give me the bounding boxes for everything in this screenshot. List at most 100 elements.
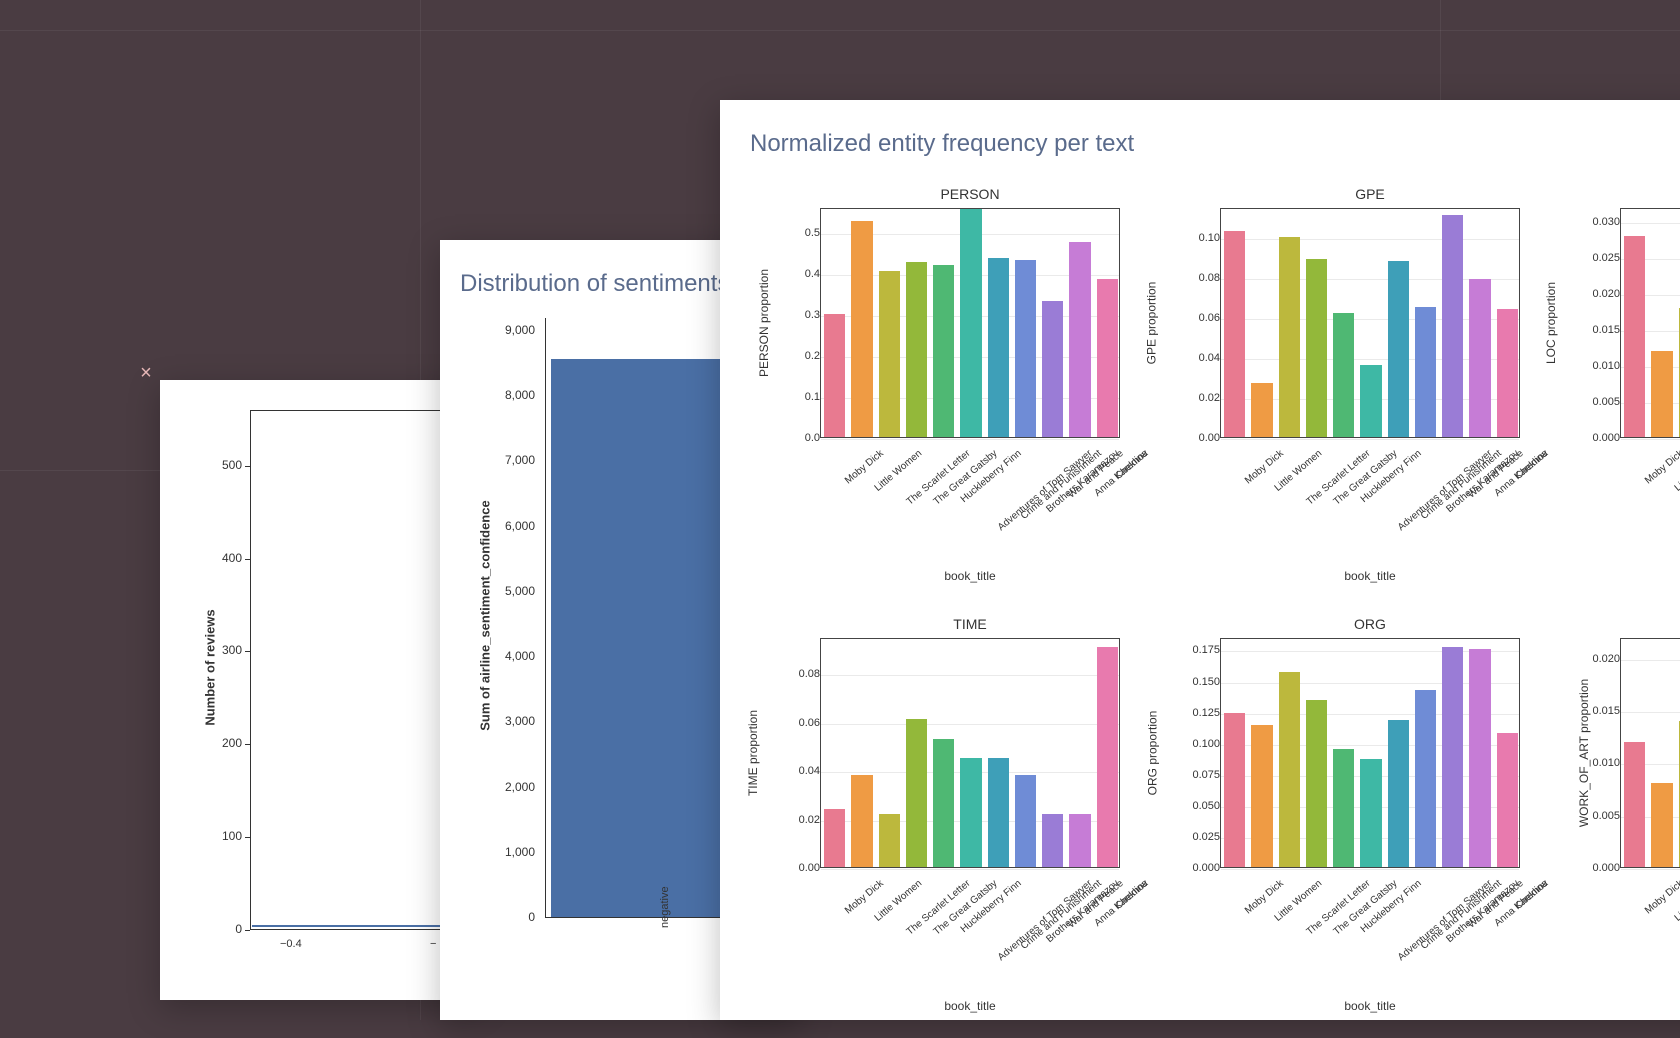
- reviews-ytick: 200: [180, 736, 242, 750]
- subplot-ytick: 0.000: [1565, 432, 1620, 444]
- subplot-title: LOC: [1620, 186, 1680, 202]
- sentiment-ytick: 1,000: [460, 845, 535, 859]
- subplot-bar: [1497, 733, 1518, 867]
- subplot-title: WORK_OF_ART: [1620, 616, 1680, 632]
- panel-entity-freq: Normalized entity frequency per text PER…: [720, 100, 1680, 1020]
- subplot-bar: [1279, 237, 1300, 437]
- panel-reviews: Number of reviews 0100200300400500−0.4−: [160, 380, 480, 1000]
- subplot-bar: [851, 775, 872, 867]
- subplot-xlabel: book_title: [1620, 569, 1680, 583]
- subplot-bar: [933, 739, 954, 867]
- subplot-bar: [1442, 215, 1463, 437]
- subplot-ytick: 0.030: [1565, 216, 1620, 228]
- subplot-bar: [906, 262, 927, 437]
- subplot-ytick: 0.4: [765, 268, 820, 280]
- subplot-ytick: 0.08: [1165, 272, 1220, 284]
- subplot-title: PERSON: [820, 186, 1120, 202]
- subplot-bar: [960, 209, 981, 437]
- subplot-bar: [879, 271, 900, 437]
- subplot-xtick: Moby Dick: [1643, 878, 1680, 916]
- close-icon[interactable]: ×: [136, 363, 156, 383]
- sentiment-xtick: negative: [659, 886, 671, 928]
- subplot-bar: [1015, 260, 1036, 437]
- subplot-ytick: 0.02: [1165, 392, 1220, 404]
- sentiment-ytick: 2,000: [460, 780, 535, 794]
- reviews-ytick: 100: [180, 829, 242, 843]
- subplot-ytick: 0.06: [1165, 312, 1220, 324]
- sentiment-ytick: 0: [460, 910, 535, 924]
- reviews-ytick: 0: [180, 922, 242, 936]
- subplot-ytick: 0.06: [765, 717, 820, 729]
- subplot-ytick: 0.000: [1565, 862, 1620, 874]
- subplot-ytick: 0.00: [1165, 432, 1220, 444]
- subplot-bar: [1224, 231, 1245, 437]
- subplot-bar: [1306, 259, 1327, 437]
- subplot-ytick: 0.125: [1165, 707, 1220, 719]
- subplot-title: ORG: [1220, 616, 1520, 632]
- subplot-bar: [988, 758, 1009, 867]
- subplot-bar: [1442, 647, 1463, 867]
- subplot-bar: [1251, 725, 1272, 867]
- subplot-bar: [1388, 261, 1409, 437]
- subplot-ytick: 0.2: [765, 350, 820, 362]
- subplot-bar: [906, 719, 927, 867]
- subplot-bar: [824, 314, 845, 437]
- reviews-ytick: 400: [180, 551, 242, 565]
- subplot-org: ORG0.0000.0250.0500.0750.1000.1250.1500.…: [1150, 638, 1525, 868]
- subplot-ytick: 0.010: [1565, 757, 1620, 769]
- subplot-ylabel: TIME proportion: [746, 710, 760, 796]
- subplot-title: TIME: [820, 616, 1120, 632]
- subplot-ylabel: GPE proportion: [1144, 282, 1158, 365]
- subplot-loc: LOC0.0000.0050.0100.0150.0200.0250.030LO…: [1550, 208, 1680, 438]
- subplot-ytick: 0.02: [765, 814, 820, 826]
- subplot-ytick: 0.020: [1565, 288, 1620, 300]
- entity-title: Normalized entity frequency per text: [750, 130, 1680, 158]
- subplot-xtick: Moby Dick: [1643, 448, 1680, 486]
- subplot-bar: [1042, 814, 1063, 867]
- subplot-ytick: 0.005: [1565, 396, 1620, 408]
- subplot-ytick: 0.5: [765, 227, 820, 239]
- subplot-bar: [1251, 383, 1272, 437]
- subplot-gpe: GPE0.000.020.040.060.080.10GPE proportio…: [1150, 208, 1525, 438]
- subplot-bar: [1415, 307, 1436, 437]
- subplot-title: GPE: [1220, 186, 1520, 202]
- subplot-ytick: 0.0: [765, 432, 820, 444]
- subplot-ytick: 0.005: [1565, 810, 1620, 822]
- subplot-ytick: 0.100: [1165, 738, 1220, 750]
- reviews-ytick: 500: [180, 458, 242, 472]
- subplot-bar: [988, 258, 1009, 437]
- subplot-bar: [1306, 700, 1327, 867]
- subplot-bar: [1069, 242, 1090, 437]
- subplot-ytick: 0.015: [1565, 705, 1620, 717]
- subplot-bar: [1333, 749, 1354, 867]
- subplot-bar: [824, 809, 845, 867]
- subplot-bar: [1097, 647, 1118, 867]
- subplot-ytick: 0.175: [1165, 644, 1220, 656]
- subplot-ylabel: LOC proportion: [1544, 282, 1558, 364]
- subplot-bar: [1360, 759, 1381, 867]
- sentiment-ytick: 5,000: [460, 584, 535, 598]
- subplot-bar: [1069, 814, 1090, 867]
- subplot-time: TIME0.000.020.040.060.08TIME proportionM…: [750, 638, 1125, 868]
- subplot-ytick: 0.025: [1165, 831, 1220, 843]
- subplot-ytick: 0.150: [1165, 676, 1220, 688]
- sentiment-ytick: 8,000: [460, 388, 535, 402]
- subplot-ytick: 0.010: [1565, 360, 1620, 372]
- subplot-person: PERSON0.00.10.20.30.40.5PERSON proportio…: [750, 208, 1125, 438]
- reviews-chart: Number of reviews 0100200300400500−0.4−: [180, 410, 460, 970]
- subplot-xlabel: book_title: [820, 569, 1120, 583]
- subplot-bar: [1015, 775, 1036, 867]
- subplot-bar: [1333, 313, 1354, 437]
- subplot-xlabel: book_title: [820, 999, 1120, 1013]
- subplot-ytick: 0.020: [1565, 653, 1620, 665]
- subplot-ytick: 0.3: [765, 309, 820, 321]
- subplot-ytick: 0.10: [1165, 232, 1220, 244]
- subplot-bar: [1651, 783, 1672, 867]
- subplot-bar: [1042, 301, 1063, 437]
- subplot-xlabel: book_title: [1220, 569, 1520, 583]
- subplot-xlabel: book_title: [1620, 999, 1680, 1013]
- subplot-bar: [1097, 279, 1118, 437]
- subplot-bar: [1624, 236, 1645, 437]
- subplot-ylabel: ORG proportion: [1145, 711, 1159, 796]
- subplot-work_of_art: WORK_OF_ART0.0000.0050.0100.0150.020WORK…: [1550, 638, 1680, 868]
